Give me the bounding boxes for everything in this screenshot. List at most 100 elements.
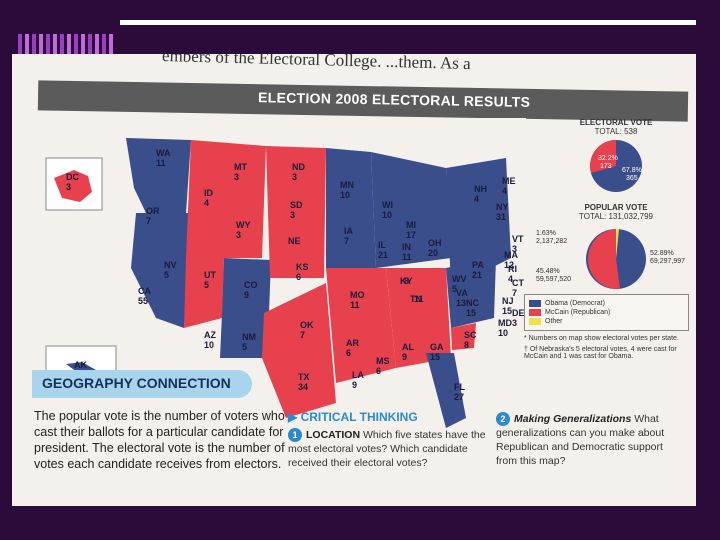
state-label: HI xyxy=(26,118,35,120)
state-label: 3 xyxy=(234,172,239,182)
state-tx-ok xyxy=(262,283,336,418)
state-label: 4 xyxy=(474,194,479,204)
chart-title: ELECTION 2008 ELECTORAL RESULTS xyxy=(257,89,531,110)
question-location: 1 LOCATION Which five states have the mos… xyxy=(288,428,486,469)
state-label: 10 xyxy=(204,340,214,350)
state-label: IA xyxy=(344,226,354,236)
state-label: OH xyxy=(428,238,442,248)
popular-vote-heading: POPULAR VOTE xyxy=(584,203,648,212)
legend-other: Other xyxy=(545,318,563,325)
state-label: 21 xyxy=(472,270,482,280)
geography-heading: GEOGRAPHY CONNECTION xyxy=(42,375,231,391)
state-label: CT xyxy=(512,278,524,288)
state-label: 3 xyxy=(236,230,241,240)
state-label: PA xyxy=(472,260,484,270)
state-label: KY xyxy=(400,276,413,286)
state-label: NJ xyxy=(502,296,514,306)
top-divider xyxy=(120,20,696,25)
pv-obama-pct: 52.89% xyxy=(650,250,674,257)
popular-pie: 1.63% 2,137,282 45.48% 59,597,520 52.89%… xyxy=(536,228,685,290)
state-label: 7 xyxy=(344,236,349,246)
state-label: 6 xyxy=(376,366,381,376)
textbook-photo: embers of the Electoral College. ...them… xyxy=(12,54,696,506)
state-label: 21 xyxy=(378,250,388,260)
state-label: 9 xyxy=(244,290,249,300)
state-label: AL xyxy=(402,342,414,352)
state-label: GA xyxy=(430,342,444,352)
state-label: 9 xyxy=(352,380,357,390)
state-label: NY xyxy=(496,202,509,212)
state-label: 10 xyxy=(340,190,350,200)
state-label: 10 xyxy=(498,328,508,338)
state-label: MT xyxy=(234,162,247,172)
state-label: 7 xyxy=(146,216,151,226)
state-label: 6 xyxy=(296,272,301,282)
state-label: 7 xyxy=(300,330,305,340)
state-label: 34 xyxy=(298,382,308,392)
state-label: FL xyxy=(454,382,465,392)
state-label: MI xyxy=(406,220,416,230)
state-label: 15 xyxy=(502,306,512,316)
state-wi-mi-il-in-oh xyxy=(371,152,451,268)
state-co xyxy=(222,258,271,313)
state-label: 11 xyxy=(350,300,360,310)
state-label: 5 xyxy=(204,280,209,290)
state-label: 4 xyxy=(204,198,209,208)
state-label: TN xyxy=(410,294,422,304)
state-label: ID xyxy=(204,188,214,198)
partial-header-text: embers of the Electoral College. ...them… xyxy=(161,54,471,74)
state-ca-nv xyxy=(131,213,191,328)
state-label: CA xyxy=(138,286,151,296)
state-label: 7 xyxy=(512,288,517,298)
state-label: MN xyxy=(340,180,354,190)
state-label: 3 xyxy=(512,244,517,254)
legend-obama: Obama (Democrat) xyxy=(545,300,605,307)
state-label: 27 xyxy=(454,392,464,402)
pv-other-pct: 1.63% xyxy=(536,230,556,237)
note-nebraska: † Of Nebraska's 5 electoral votes, 4 wer… xyxy=(524,346,677,360)
pv-mccain-votes: 59,597,520 xyxy=(536,276,571,283)
state-label: 6 xyxy=(346,348,351,358)
state-ak xyxy=(54,170,92,202)
state-label: UT xyxy=(204,270,216,280)
state-label: WI xyxy=(382,200,393,210)
state-label: MS xyxy=(376,356,390,366)
state-label: 12 xyxy=(504,260,514,270)
geography-connection-banner: GEOGRAPHY CONNECTION xyxy=(32,370,252,398)
state-label: DC xyxy=(66,172,79,182)
state-label: SD xyxy=(290,200,303,210)
state-nd-sd-ne-ks xyxy=(266,146,326,278)
state-label: NE xyxy=(288,236,301,246)
legend-swatch-mccain xyxy=(529,309,541,316)
question-generalizations: 2 Making Generalizations What generalizat… xyxy=(496,412,665,467)
state-label: MO xyxy=(350,290,365,300)
state-label: WV xyxy=(452,274,467,284)
state-label: IL xyxy=(378,240,387,250)
state-label: AR xyxy=(346,338,359,348)
state-label: SC xyxy=(464,330,477,340)
state-label: MD xyxy=(498,318,512,328)
state-label: 10 xyxy=(382,210,392,220)
state-label: ME xyxy=(502,176,516,186)
state-label: 11 xyxy=(414,294,424,304)
state-label: DE xyxy=(512,308,525,318)
electoral-vote-heading: ELECTORAL VOTE xyxy=(579,118,653,127)
state-fl xyxy=(426,353,466,428)
state-label: 17 xyxy=(406,230,416,240)
state-label: 31 xyxy=(496,212,506,222)
state-label: LA xyxy=(352,370,364,380)
state-label: CO xyxy=(244,280,258,290)
state-label: WY xyxy=(236,220,251,230)
critical-thinking-heading: ▶ CRITICAL THINKING xyxy=(288,410,418,424)
pv-other-votes: 2,137,282 xyxy=(536,238,567,245)
state-label: AK xyxy=(74,360,87,370)
state-label: 3 xyxy=(290,210,295,220)
ev-obama-votes: 365 xyxy=(626,175,638,182)
state-ky-tn-ms-al-ga xyxy=(386,268,451,368)
legend-mccain: McCain (Republican) xyxy=(545,309,611,316)
state-label: NC xyxy=(466,298,479,308)
state-mo-ar-la xyxy=(326,268,396,383)
note-numbers: * Numbers on map show electoral votes pe… xyxy=(524,335,679,342)
state-label: 20 xyxy=(428,248,438,258)
state-label: 4 xyxy=(502,186,507,196)
